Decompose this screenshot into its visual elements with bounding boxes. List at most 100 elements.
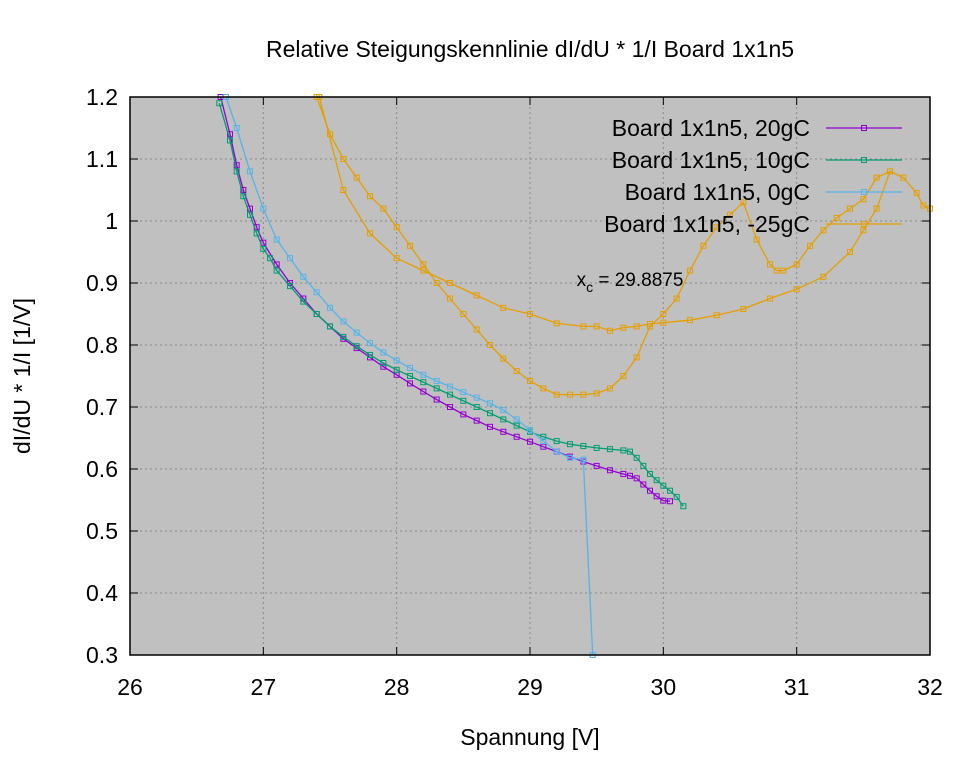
x-tick-label: 28 <box>384 674 410 700</box>
data-point <box>407 380 413 387</box>
data-point <box>713 224 720 231</box>
data-point <box>580 391 587 398</box>
data-point <box>500 407 507 414</box>
data-point <box>727 211 733 218</box>
series-group <box>216 94 933 658</box>
data-point <box>233 168 240 175</box>
data-point <box>540 385 547 392</box>
data-point <box>687 317 693 324</box>
legend-label: Board 1x1n5, 10gC <box>612 147 810 173</box>
data-point <box>407 242 413 249</box>
data-point <box>460 411 467 418</box>
data-point <box>300 298 307 305</box>
data-point <box>513 416 520 423</box>
y-tick-label: 1.2 <box>86 84 118 110</box>
y-tick-label: 0.9 <box>86 270 118 296</box>
data-point <box>353 329 360 336</box>
legend-swatch-marker <box>861 157 867 163</box>
data-point <box>767 295 773 302</box>
series-4 <box>316 94 893 334</box>
x-tick-label: 26 <box>117 674 143 700</box>
series-line <box>316 96 931 396</box>
data-point <box>653 493 660 500</box>
data-point <box>473 292 480 299</box>
data-point <box>420 388 427 395</box>
data-point <box>340 318 347 325</box>
data-point <box>687 267 693 274</box>
data-point <box>920 202 927 209</box>
data-point <box>447 391 453 398</box>
data-point <box>553 438 560 445</box>
data-point <box>640 481 647 488</box>
data-point <box>367 193 373 200</box>
annotation-group: xc = 29.8875 <box>577 270 684 295</box>
data-point <box>873 205 880 212</box>
y-tick-label: 0.5 <box>86 518 118 544</box>
data-point <box>660 319 667 326</box>
x-axis-label: Spannung [V] <box>460 724 599 750</box>
data-point <box>633 475 640 482</box>
data-point <box>420 379 427 386</box>
data-point <box>273 261 280 268</box>
legend-label: Board 1x1n5, 0gC <box>625 179 810 205</box>
data-point <box>673 493 680 500</box>
series-line <box>225 96 594 656</box>
data-point <box>653 477 660 484</box>
data-point <box>680 503 687 510</box>
data-point <box>500 416 507 423</box>
y-tick-label: 1 <box>105 208 118 234</box>
data-point <box>793 286 800 293</box>
data-point <box>593 390 600 397</box>
data-point <box>513 433 520 440</box>
data-point <box>647 470 653 477</box>
data-point <box>900 174 907 181</box>
x-tick-label: 30 <box>651 674 677 700</box>
data-point <box>740 199 747 206</box>
data-point <box>487 423 493 430</box>
data-point <box>607 467 613 474</box>
x-tick-label: 27 <box>251 674 277 700</box>
data-point <box>540 443 547 450</box>
data-point <box>313 311 320 317</box>
series-1 <box>216 100 687 510</box>
data-point <box>633 454 640 461</box>
data-point <box>553 320 560 327</box>
plot-area <box>130 97 930 655</box>
data-point <box>713 312 720 319</box>
legend-swatch-marker <box>861 189 867 195</box>
data-point <box>527 438 533 445</box>
x-tick-label: 32 <box>917 674 943 700</box>
data-point <box>500 428 507 435</box>
data-point <box>660 311 667 317</box>
data-point <box>500 304 507 311</box>
data-point <box>393 224 400 231</box>
data-point <box>767 261 773 268</box>
data-point <box>647 320 653 327</box>
data-point <box>513 368 520 375</box>
data-point <box>527 311 533 317</box>
data-point <box>640 462 647 469</box>
data-point <box>887 168 893 175</box>
data-point <box>433 377 440 384</box>
data-point <box>593 444 600 451</box>
data-point <box>273 236 280 243</box>
data-point <box>340 333 347 340</box>
x-tick-label: 29 <box>517 674 543 700</box>
data-point <box>487 410 493 417</box>
annotation-value: = 29.8875 <box>593 270 683 291</box>
x-tick-label: 31 <box>784 674 810 700</box>
data-point <box>620 373 627 379</box>
data-point <box>380 363 387 370</box>
data-point <box>367 340 373 347</box>
data-point <box>847 249 853 255</box>
data-point <box>860 227 867 234</box>
data-point <box>593 323 600 330</box>
data-point <box>407 373 413 379</box>
y-tick-label: 0.3 <box>86 642 118 668</box>
data-point <box>447 295 453 302</box>
data-point <box>240 193 247 200</box>
data-point <box>567 441 573 448</box>
legend-swatch-marker <box>861 125 867 131</box>
data-point <box>667 487 673 494</box>
data-point <box>540 438 547 445</box>
